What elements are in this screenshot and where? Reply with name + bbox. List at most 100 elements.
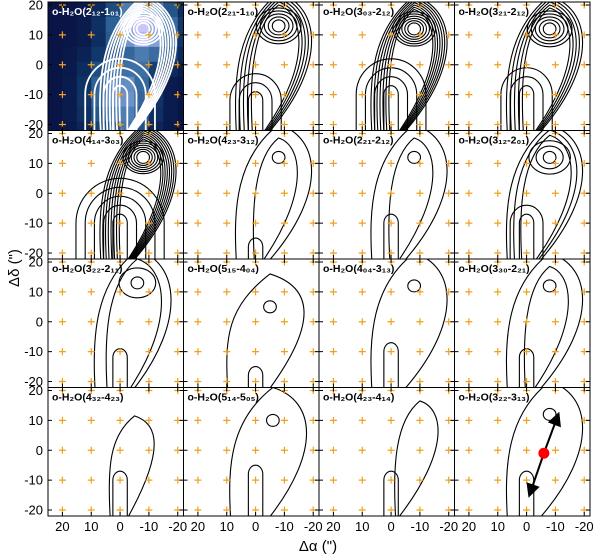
contour-line [115,136,164,259]
heatmap-cell [62,46,78,63]
grid-point-marker [87,288,95,296]
grid-point-marker [387,416,395,424]
grid-point-marker [523,416,531,424]
heatmap-cell [134,46,150,63]
grid-point-marker [387,61,395,69]
grid-point-marker [223,446,231,454]
contour-line [383,342,399,388]
panel-12: o-H₂O(3₃₀-2₂₁) [454,258,591,388]
contour-line [534,16,565,42]
grid-point-marker [329,416,337,424]
grid-point-marker [416,219,424,227]
grid-point-marker [145,159,153,167]
contour-line [234,130,313,259]
heatmap-cell [48,76,64,93]
contour-line [505,387,584,516]
grid-point-marker [387,348,395,356]
grid-point-marker [551,318,559,326]
grid-point-marker [116,31,124,39]
panel-16: o-H₂O(3₂₂-3₁₃) 20 10 0 -10 -20 [454,387,594,534]
contour-line [75,177,165,259]
grid-point-marker [116,476,124,484]
contour-line [263,13,294,39]
contour-line [135,22,151,36]
grid-point-marker [194,476,202,484]
grid-point-marker [416,318,424,326]
grid-point-marker [252,31,260,39]
contour-line [84,57,156,131]
grid-point-marker [494,476,502,484]
panel-title: o-H₂O(4₂₃-4₁₄) [323,392,394,404]
grid-point-marker [87,91,95,99]
grid-point-marker [387,219,395,227]
heatmap-cell [105,2,121,18]
grid-point-marker [280,91,288,99]
y-tick-label: -20 [24,503,43,518]
grid-point-marker [194,348,202,356]
contour-line [370,259,448,388]
contour-line [102,130,175,259]
panel-frame [318,387,455,517]
grid-point-marker [358,189,366,197]
grid-point-marker [223,219,231,227]
panel-14: o-H₂O(5₁₄-5₀₅) 20 10 0 -10 -20 [183,387,323,534]
panel-title: o-H₂O(3₂₁-2₁₂) [459,6,530,18]
contour-line [247,366,264,388]
grid-point-marker [494,189,502,197]
grid-point-marker [358,318,366,326]
panel-frame [318,130,455,260]
y-tick-label: 10 [29,284,43,299]
heatmap-cell [134,121,150,131]
grid-point-marker [252,159,260,167]
grid-point-marker [252,61,260,69]
contour-line [271,19,286,33]
contour-line [118,9,162,131]
grid-point-marker [465,476,473,484]
contour-line [118,138,162,259]
grid-point-marker [87,61,95,69]
y-tick-label: 0 [36,186,43,201]
contour-line [542,150,557,164]
grid-point-marker [523,476,531,484]
grid-point-marker [465,61,473,69]
panel-title: o-H₂O(4₃₂-4₂₃) [52,392,124,404]
grid-point-marker [465,416,473,424]
x-tick-label: 20 [191,519,205,534]
contour-line [130,276,145,290]
grid-point-marker [116,159,124,167]
panel-4: o-H₂O(3₂₁-2₁₂) [454,1,591,131]
x-tick-label: 0 [116,519,123,534]
grid-point-marker [116,91,124,99]
grid-point-marker [329,288,337,296]
contour-line [247,237,264,259]
grid-point-marker [116,416,124,424]
heatmap-cell [48,91,64,108]
grid-point-marker [252,348,260,356]
contour-line [407,279,422,293]
grid-point-marker [58,318,66,326]
panel-plot-area [58,387,182,516]
contour-line [234,2,313,131]
panel-5: o-H₂O(4₁₄-3₀₃) -20 -10 0 10 20 [24,126,184,261]
grid-point-marker [87,476,95,484]
x-tick-label: -10 [140,519,159,534]
y-tick-label: -10 [24,344,43,359]
contour-line [136,150,151,164]
grid-point-marker [465,31,473,39]
grid-point-marker [551,31,559,39]
contour-line [523,265,569,388]
grid-point-marker [58,31,66,39]
contour-line [112,470,128,516]
grid-point-marker [145,416,153,424]
y-tick-label: 20 [29,254,43,269]
panel-1: o-H₂O(2₁₂-1₀₁) -20 -10 0 10 20 [24,0,184,132]
contour-line [355,58,427,131]
panel-frame [47,387,184,517]
grid-point-marker [223,189,231,197]
y-tick-label: -10 [24,216,43,231]
grid-point-marker [87,416,95,424]
y-tick-label: 10 [29,413,43,428]
grid-point-marker [223,31,231,39]
grid-point-marker [194,416,202,424]
grid-point-marker [416,348,424,356]
